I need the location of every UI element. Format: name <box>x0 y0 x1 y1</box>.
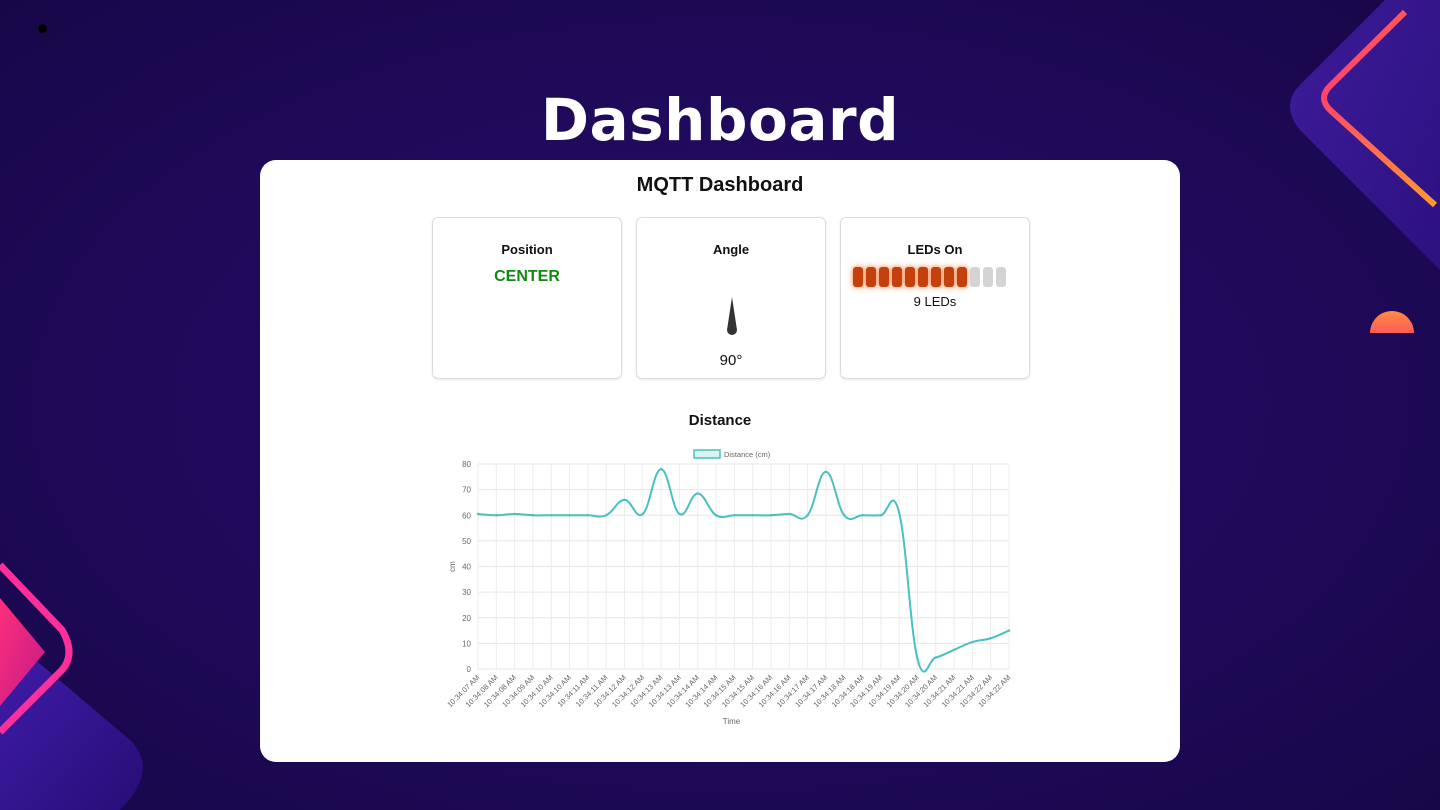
y-tick-label: 30 <box>462 588 471 597</box>
y-axis-title: cm <box>448 561 457 572</box>
led-count: 9 LEDs <box>913 294 957 309</box>
data-point <box>678 512 681 516</box>
dashboard-panel: MQTT Dashboard Position CENTER Angle 90°… <box>260 160 1180 762</box>
data-point <box>879 514 883 517</box>
position-title: Position <box>501 242 553 257</box>
corner-chevron-decoration <box>1280 0 1440 270</box>
led-5 <box>905 267 915 287</box>
distance-title: Distance <box>688 412 752 429</box>
data-point <box>1007 629 1011 632</box>
data-point <box>659 467 663 471</box>
legend-swatch <box>693 449 721 459</box>
data-point <box>476 512 480 516</box>
angle-title: Angle <box>712 242 750 257</box>
app-title: MQTT Dashboard <box>636 174 804 196</box>
data-point <box>751 514 754 517</box>
y-tick-label: 10 <box>462 639 471 648</box>
led-12 <box>996 267 1006 287</box>
led-4 <box>892 267 902 287</box>
data-point <box>714 514 718 517</box>
y-tick-label: 50 <box>462 537 471 546</box>
led-7 <box>931 267 941 287</box>
data-point <box>952 648 956 651</box>
led-11 <box>983 267 993 287</box>
data-point <box>769 514 773 517</box>
slide-bullet <box>38 24 47 33</box>
led-bar <box>853 267 1006 287</box>
data-point <box>513 512 516 516</box>
data-point <box>733 514 736 517</box>
leds-card: LEDs On 9 LEDs <box>840 217 1030 379</box>
data-point <box>806 514 809 517</box>
slide-title: Dashboard <box>540 86 900 154</box>
data-point <box>971 640 974 644</box>
data-point <box>586 514 590 517</box>
data-point <box>843 514 846 517</box>
led-1 <box>853 267 863 287</box>
legend-label: Distance (cm) <box>724 450 771 459</box>
led-8 <box>944 267 954 287</box>
distance-series-line <box>477 468 1010 673</box>
data-point <box>989 637 992 640</box>
y-tick-label: 60 <box>462 511 471 520</box>
led-6 <box>918 267 928 287</box>
data-point <box>788 512 791 516</box>
data-point <box>568 514 571 517</box>
y-tick-label: 70 <box>462 486 471 495</box>
led-9 <box>957 267 967 287</box>
half-sun-decoration <box>1370 311 1414 333</box>
x-axis-title: Time <box>723 717 741 726</box>
corner-arrow-decoration <box>0 560 160 810</box>
data-point <box>531 514 535 517</box>
angle-card: Angle 90° <box>636 217 826 379</box>
angle-value: 90° <box>719 352 743 369</box>
y-tick-label: 20 <box>462 614 471 623</box>
y-tick-label: 80 <box>462 460 471 469</box>
led-3 <box>879 267 889 287</box>
y-tick-label: 0 <box>467 665 472 674</box>
leds-title: LEDs On <box>907 242 963 257</box>
data-point <box>550 514 553 517</box>
data-point <box>916 657 919 660</box>
needle-icon <box>727 297 737 335</box>
position-value: CENTER <box>494 268 560 285</box>
data-point <box>641 512 644 516</box>
data-point <box>495 514 498 517</box>
data-point <box>623 498 626 502</box>
y-tick-label: 40 <box>462 563 471 572</box>
data-point <box>696 492 699 495</box>
data-point <box>824 470 828 473</box>
data-point <box>897 511 901 514</box>
led-2 <box>866 267 876 287</box>
data-point <box>861 514 864 517</box>
led-10 <box>970 267 980 287</box>
position-card: Position CENTER <box>432 217 622 379</box>
data-point <box>934 656 937 659</box>
data-point <box>604 514 608 517</box>
